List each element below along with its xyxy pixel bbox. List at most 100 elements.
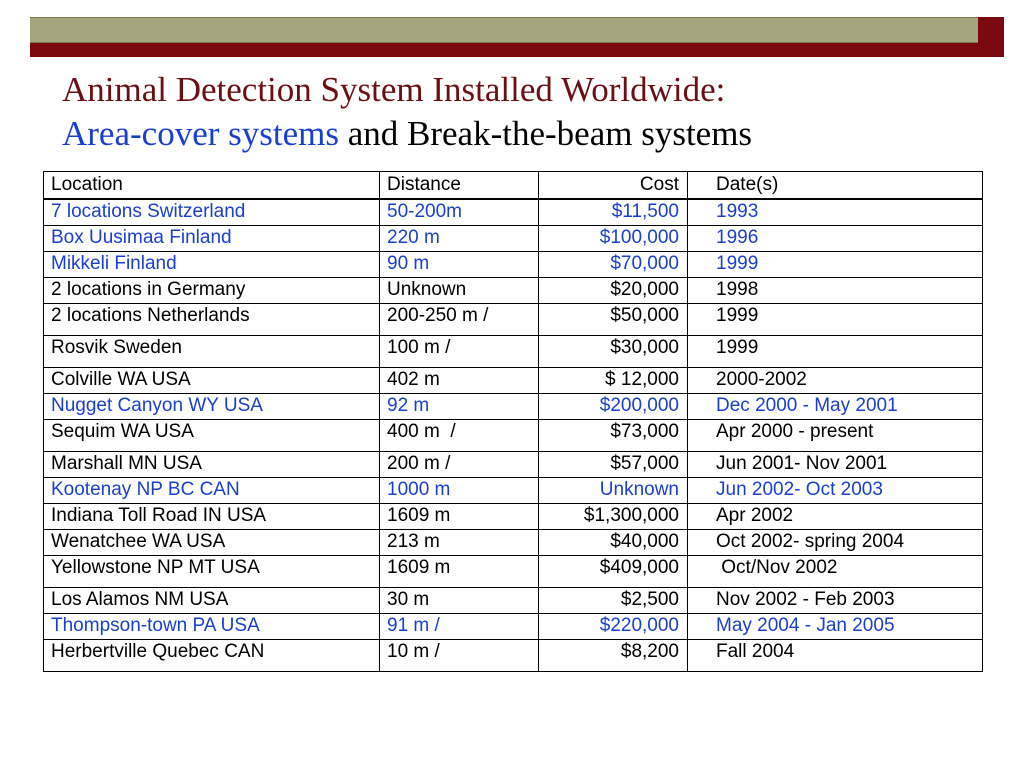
table-row: 7 locations Switzerland 50-200m $11,500 199… (43, 198, 983, 226)
table-row: Herbertville Quebec CAN 10 m / $8,200 Fall … (43, 639, 983, 672)
detection-systems-table: Location Distance Cost Date(s) 7 locatio… (43, 171, 983, 672)
cell-dates: Apr 2000 - present (687, 419, 983, 452)
header-band-maroon (30, 43, 978, 57)
cell-distance: 90 m (379, 251, 539, 278)
cell-cost: $11,500 (538, 198, 688, 226)
cell-distance: 100 m / (379, 335, 539, 368)
cell-cost: $220,000 (538, 613, 688, 640)
cell-cost: $100,000 (538, 225, 688, 252)
slide-title: Animal Detection System Installed Worldw… (62, 68, 1002, 156)
cell-location: Rosvik Sweden (43, 335, 380, 368)
cell-distance: 200 m / (379, 451, 539, 478)
cell-location: Indiana Toll Road IN USA (43, 503, 380, 530)
cell-cost: $200,000 (538, 393, 688, 420)
cell-location: 2 locations Netherlands (43, 303, 380, 336)
cell-dates: Dec 2000 - May 2001 (687, 393, 983, 420)
cell-distance: 1000 m (379, 477, 539, 504)
cell-location: Los Alamos NM USA (43, 587, 380, 614)
cell-distance: 1609 m (379, 555, 539, 588)
table-row: Nugget Canyon WY USA 92 m $200,000 Dec 2000… (43, 393, 983, 420)
table-row: Rosvik Sweden 100 m / $30,000 1999 (43, 335, 983, 368)
cell-location: 2 locations in Germany (43, 277, 380, 304)
cell-dates: 1999 (687, 335, 983, 368)
table-header-row: Location Distance Cost Date(s) (43, 171, 983, 200)
table-row: Marshall MN USA 200 m / $57,000 Jun 2001- N… (43, 451, 983, 478)
cell-dates: 1999 (687, 303, 983, 336)
cell-distance: Unknown (379, 277, 539, 304)
cell-cost: $8,200 (538, 639, 688, 672)
cell-location: Herbertville Quebec CAN (43, 639, 380, 672)
header-band-olive (30, 17, 978, 43)
table-row: Colville WA USA 402 m $ 12,000 2000-2002 (43, 367, 983, 394)
header-location: Location (43, 171, 380, 200)
cell-distance: 213 m (379, 529, 539, 556)
cell-dates: Fall 2004 (687, 639, 983, 672)
cell-cost: $409,000 (538, 555, 688, 588)
cell-cost: $ 12,000 (538, 367, 688, 394)
cell-distance: 400 m / (379, 419, 539, 452)
cell-dates: Oct 2002- spring 2004 (687, 529, 983, 556)
cell-location: Colville WA USA (43, 367, 380, 394)
table-row: Yellowstone NP MT USA 1609 m $409,000 Oct/… (43, 555, 983, 588)
table-row: Mikkeli Finland 90 m $70,000 1999 (43, 251, 983, 278)
cell-location: Nugget Canyon WY USA (43, 393, 380, 420)
cell-dates: Jun 2002- Oct 2003 (687, 477, 983, 504)
title-line-1: Animal Detection System Installed Worldw… (62, 70, 726, 109)
cell-location: Yellowstone NP MT USA (43, 555, 380, 588)
cell-distance: 50-200m (379, 198, 539, 226)
cell-dates: Jun 2001- Nov 2001 (687, 451, 983, 478)
cell-dates: 1996 (687, 225, 983, 252)
table-body: 7 locations Switzerland 50-200m $11,500 199… (43, 198, 983, 672)
cell-location: 7 locations Switzerland (43, 198, 380, 226)
title-line-2: Area-cover systems and Break-the-beam sy… (62, 112, 1002, 156)
cell-cost: $73,000 (538, 419, 688, 452)
cell-cost: $50,000 (538, 303, 688, 336)
title-break-beam-text: and Break-the-beam systems (338, 114, 753, 153)
cell-distance: 1609 m (379, 503, 539, 530)
cell-dates: Nov 2002 - Feb 2003 (687, 587, 983, 614)
cell-dates: 1993 (687, 198, 983, 226)
cell-dates: 2000-2002 (687, 367, 983, 394)
cell-cost: $30,000 (538, 335, 688, 368)
cell-distance: 91 m / (379, 613, 539, 640)
cell-cost: $20,000 (538, 277, 688, 304)
cell-location: Kootenay NP BC CAN (43, 477, 380, 504)
table-row: Thompson-town PA USA 91 m / $220,000 May 20… (43, 613, 983, 640)
header-distance: Distance (379, 171, 539, 200)
cell-distance: 30 m (379, 587, 539, 614)
cell-distance: 402 m (379, 367, 539, 394)
header-corner-box (978, 17, 1004, 57)
cell-location: Marshall MN USA (43, 451, 380, 478)
table-row: Indiana Toll Road IN USA 1609 m $1,300,000… (43, 503, 983, 530)
cell-cost: $2,500 (538, 587, 688, 614)
cell-location: Box Uusimaa Finland (43, 225, 380, 252)
cell-dates: 1998 (687, 277, 983, 304)
cell-cost: Unknown (538, 477, 688, 504)
header-cost: Cost (538, 171, 688, 200)
cell-cost: $57,000 (538, 451, 688, 478)
cell-cost: $40,000 (538, 529, 688, 556)
table-row: Kootenay NP BC CAN 1000 m Unknown Jun 2002-… (43, 477, 983, 504)
cell-cost: $1,300,000 (538, 503, 688, 530)
title-area-cover-text: Area-cover systems (62, 114, 339, 153)
table-row: Sequim WA USA 400 m / $73,000 Apr 2000 - pr… (43, 419, 983, 452)
table-row: 2 locations Netherlands 200-250 m / $50,00… (43, 303, 983, 336)
cell-distance: 10 m / (379, 639, 539, 672)
cell-cost: $70,000 (538, 251, 688, 278)
cell-dates: Oct/Nov 2002 (687, 555, 983, 588)
header-dates: Date(s) (687, 171, 983, 200)
cell-dates: 1999 (687, 251, 983, 278)
cell-location: Wenatchee WA USA (43, 529, 380, 556)
cell-distance: 92 m (379, 393, 539, 420)
cell-distance: 200-250 m / (379, 303, 539, 336)
cell-location: Thompson-town PA USA (43, 613, 380, 640)
cell-location: Sequim WA USA (43, 419, 380, 452)
cell-distance: 220 m (379, 225, 539, 252)
table-row: Los Alamos NM USA 30 m $2,500 Nov 2002 - Fe… (43, 587, 983, 614)
table-row: Wenatchee WA USA 213 m $40,000 Oct 2002- sp… (43, 529, 983, 556)
table-row: 2 locations in Germany Unknown $20,000 1998 (43, 277, 983, 304)
cell-location: Mikkeli Finland (43, 251, 380, 278)
cell-dates: May 2004 - Jan 2005 (687, 613, 983, 640)
cell-dates: Apr 2002 (687, 503, 983, 530)
table-row: Box Uusimaa Finland 220 m $100,000 1996 (43, 225, 983, 252)
